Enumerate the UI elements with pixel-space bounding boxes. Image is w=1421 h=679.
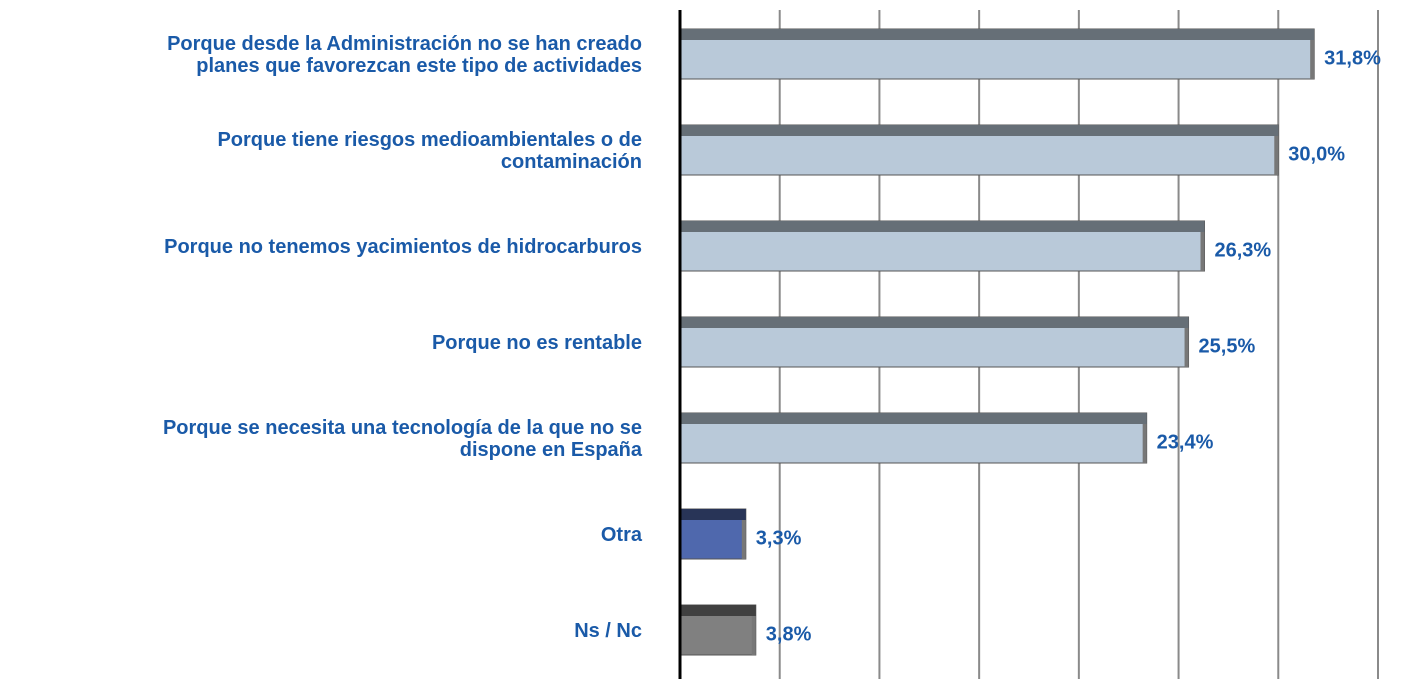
bar-side xyxy=(1142,424,1147,463)
category-label: Porque no es rentable xyxy=(431,332,642,354)
category-label: Otra xyxy=(600,524,642,546)
bar-top xyxy=(680,317,1189,328)
category-label: Porque no tenemos yacimientos de hidroca… xyxy=(164,236,642,258)
value-label: 23,4% xyxy=(1156,431,1214,454)
bar-top xyxy=(680,605,756,616)
bar-side xyxy=(1310,40,1315,79)
value-label: 3,8% xyxy=(765,623,812,646)
category-label: Porque se necesita una tecnología de la … xyxy=(162,417,642,461)
value-label: 30,0% xyxy=(1288,143,1345,166)
bar-top xyxy=(680,413,1147,424)
bar-side xyxy=(1184,328,1189,367)
value-label: 25,5% xyxy=(1198,335,1256,358)
value-label: 3,3% xyxy=(755,527,802,550)
category-label: Ns / Nc xyxy=(574,620,642,642)
bar-top xyxy=(680,125,1279,136)
value-label: 26,3% xyxy=(1214,239,1272,262)
bar-top xyxy=(680,221,1205,232)
bar-side xyxy=(1274,136,1279,175)
bar-side xyxy=(751,616,756,655)
bar-side xyxy=(741,520,746,559)
category-label: Porque tiene riesgos medioambientales o … xyxy=(217,129,642,173)
bar-side xyxy=(1200,232,1205,271)
value-label: 31,8% xyxy=(1324,47,1381,70)
bar-top xyxy=(680,509,746,520)
bar-top xyxy=(680,29,1315,40)
category-label: Porque desde la Administración no se han… xyxy=(167,33,642,77)
